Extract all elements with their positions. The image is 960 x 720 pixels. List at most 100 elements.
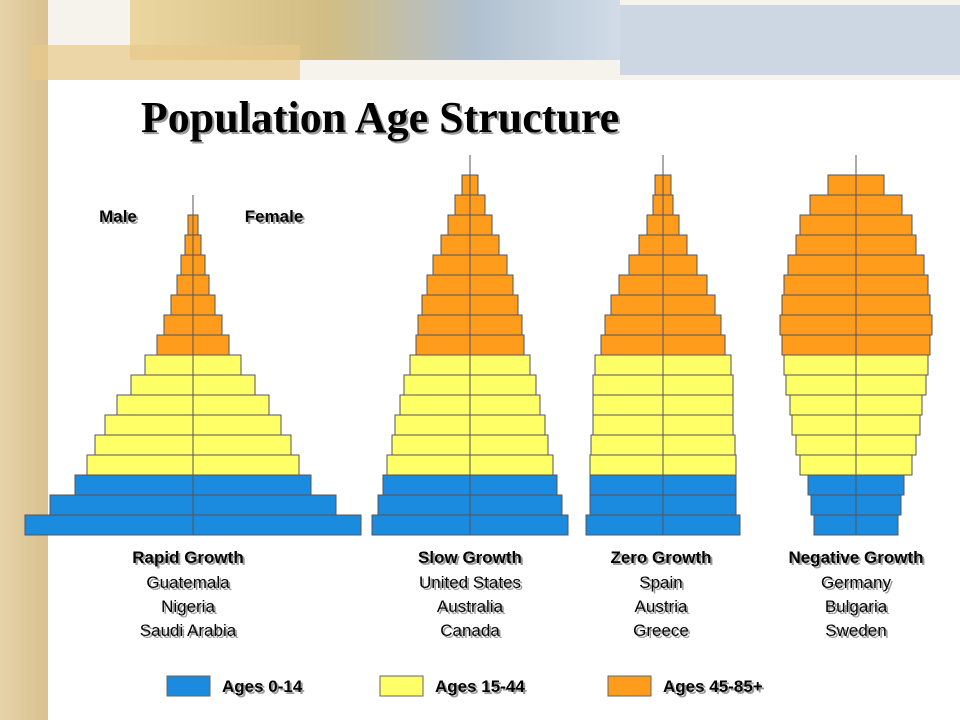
legend-label: Ages 15-44 xyxy=(435,677,525,696)
bar-female xyxy=(192,514,362,536)
bar-male xyxy=(382,474,471,496)
bar-male xyxy=(144,354,194,376)
texture-strip xyxy=(0,0,48,720)
bar-female xyxy=(469,174,479,196)
bar-male xyxy=(827,174,857,196)
bar-female xyxy=(469,334,525,356)
bar-female xyxy=(855,354,929,376)
bar-male xyxy=(652,194,664,216)
bar-female xyxy=(192,394,270,416)
bar-female xyxy=(855,454,913,476)
bar-female xyxy=(192,254,206,276)
bar-male xyxy=(600,334,664,356)
bar-male xyxy=(590,434,664,456)
bar-male xyxy=(394,414,471,436)
bar-male xyxy=(49,494,194,516)
bar-male xyxy=(592,394,664,416)
bar-female xyxy=(662,174,672,196)
bar-female xyxy=(855,254,925,276)
bar-female xyxy=(662,414,734,436)
bar-female xyxy=(662,334,726,356)
bar-male xyxy=(94,434,194,456)
bar-male xyxy=(618,274,664,296)
bar-female xyxy=(192,334,230,356)
pyramid-title: Rapid Growth xyxy=(132,548,243,567)
bar-female xyxy=(855,434,917,456)
bar-female xyxy=(662,214,680,236)
bar-female xyxy=(662,274,708,296)
bar-male xyxy=(399,394,471,416)
bar-female xyxy=(192,234,202,256)
bar-male xyxy=(391,434,471,456)
bar-male xyxy=(461,174,471,196)
bar-female xyxy=(192,374,256,396)
bar-male xyxy=(447,214,471,236)
bar-female xyxy=(662,314,722,336)
bar-male xyxy=(440,234,471,256)
bar-female xyxy=(855,194,903,216)
pyramid-title: Zero Growth xyxy=(610,548,711,567)
bar-male xyxy=(74,474,194,496)
legend-label: Ages 45-85+ xyxy=(663,677,763,696)
country: Spain xyxy=(639,573,682,592)
country: Sweden xyxy=(825,621,886,640)
bar-male xyxy=(646,214,664,236)
bar-male xyxy=(170,294,194,316)
bar-female xyxy=(855,514,899,536)
bar-male xyxy=(163,314,194,336)
male-label: Male xyxy=(99,207,137,226)
bar-male xyxy=(628,254,664,276)
bar-female xyxy=(662,374,734,396)
bar-male xyxy=(791,414,857,436)
bar-male xyxy=(589,454,664,476)
bar-male xyxy=(799,454,857,476)
bar-male xyxy=(409,354,471,376)
bar-male xyxy=(594,354,664,376)
country: Germany xyxy=(821,573,891,592)
legend: Ages 0-14 Ages 15-44 Ages 45-85+ xyxy=(166,675,763,697)
bar-male xyxy=(589,494,664,516)
bar-male xyxy=(421,294,471,316)
country: Greece xyxy=(633,621,689,640)
pyramid-title: Slow Growth xyxy=(418,548,522,567)
bar-female xyxy=(469,394,541,416)
legend-swatch xyxy=(379,675,424,697)
bar-female xyxy=(662,394,734,416)
bar-female xyxy=(662,514,741,536)
bar-female xyxy=(192,414,282,436)
bar-male xyxy=(789,394,857,416)
bar-male xyxy=(813,514,857,536)
bar-female xyxy=(469,254,508,276)
bar-female xyxy=(192,294,216,316)
bar-male xyxy=(654,174,664,196)
header-image xyxy=(30,45,300,80)
bar-female xyxy=(662,454,737,476)
country: Saudi Arabia xyxy=(140,621,237,640)
bar-male xyxy=(589,474,664,496)
bar-male xyxy=(176,274,194,296)
bar-male xyxy=(417,314,471,336)
bar-male xyxy=(781,334,857,356)
bar-female xyxy=(192,494,337,516)
bar-female xyxy=(469,514,569,536)
bar-female xyxy=(855,314,933,336)
slide-title: Population Age Structure xyxy=(141,93,619,142)
bar-female xyxy=(469,454,554,476)
bar-male xyxy=(779,314,857,336)
pyramids: Rapid Growth Guatemala Nigeria Saudi Arabia… xyxy=(24,155,933,640)
bar-female xyxy=(662,354,732,376)
bar-female xyxy=(855,234,917,256)
bar-male xyxy=(432,254,471,276)
bar-female xyxy=(192,214,199,236)
bar-male xyxy=(454,194,471,216)
bar-female xyxy=(192,454,300,476)
bar-female xyxy=(855,374,927,396)
bar-male xyxy=(592,374,664,396)
country: United States xyxy=(419,573,521,592)
female-label: Female xyxy=(245,207,304,226)
country: Canada xyxy=(440,621,500,640)
bar-male xyxy=(783,274,857,296)
bar-male xyxy=(785,374,857,396)
